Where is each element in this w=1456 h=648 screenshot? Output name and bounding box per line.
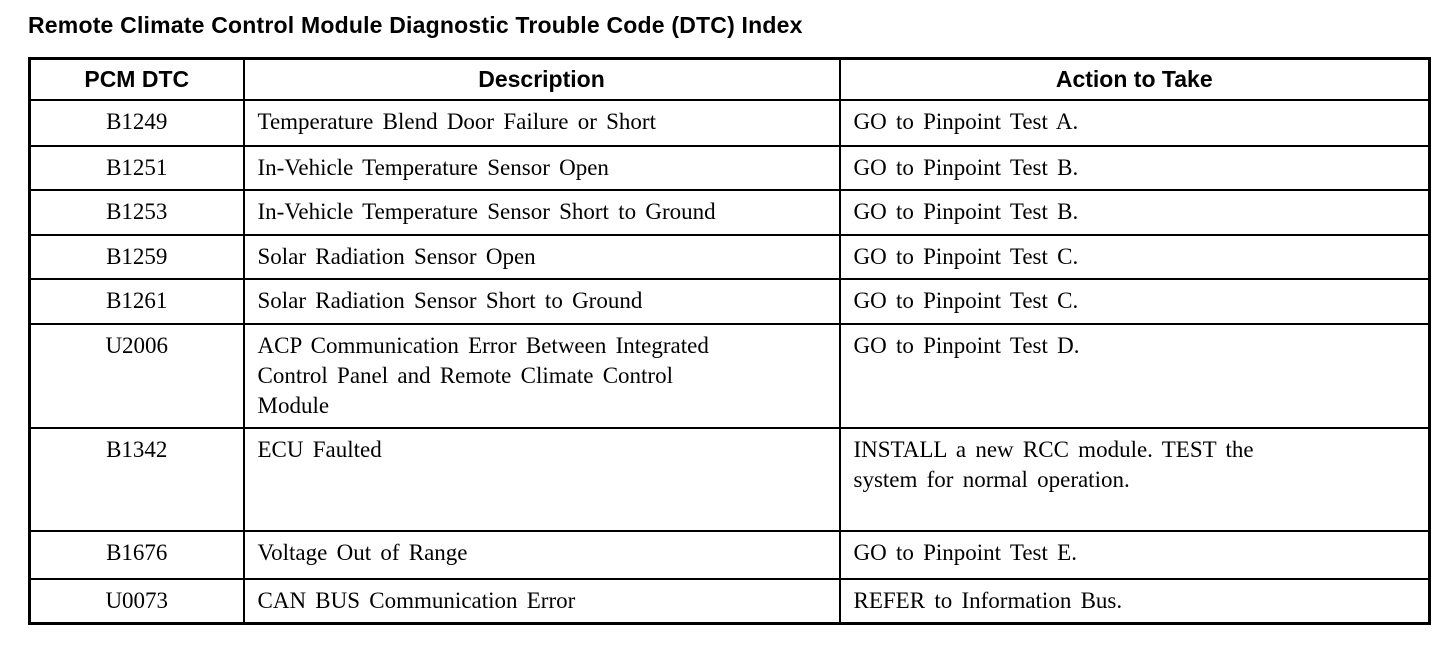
action-cell: GO to Pinpoint Test B. [838,144,1431,191]
table-row: B1676 Voltage Out of Range GO to Pinpoin… [28,529,1431,580]
table-row: B1342 ECU Faulted INSTALL a new RCC modu… [28,426,1431,532]
column-header-pcm-dtc: PCM DTC [28,57,245,101]
dtc-code-cell: B1253 [28,188,245,236]
description-cell: In-Vehicle Temperature Sensor Open [242,144,841,191]
table-row: U2006 ACP Communication Error Between In… [28,322,1431,429]
table-row: B1253 In-Vehicle Temperature Sensor Shor… [28,188,1431,236]
table-row: U0073 CAN BUS Communication Error REFER … [28,577,1431,625]
header-row: PCM DTC Description Action to Take [28,57,1431,101]
description-cell: Voltage Out of Range [242,529,841,580]
dtc-table-header: PCM DTC Description Action to Take [28,57,1431,101]
dtc-code-cell: B1261 [28,277,245,325]
dtc-code-cell: B1259 [28,233,245,280]
dtc-code-cell: B1676 [28,529,245,580]
description-cell: Solar Radiation Sensor Open [242,233,841,280]
column-header-action-to-take: Action to Take [838,57,1431,101]
column-header-description: Description [242,57,841,101]
table-row: B1261 Solar Radiation Sensor Short to Gr… [28,277,1431,325]
description-cell: ACP Communication Error Between Integrat… [242,322,841,429]
description-cell: ECU Faulted [242,426,841,532]
dtc-code-cell: U0073 [28,577,245,625]
description-cell: In-Vehicle Temperature Sensor Short to G… [242,188,841,236]
action-cell: GO to Pinpoint Test B. [838,188,1431,236]
description-cell: Solar Radiation Sensor Short to Ground [242,277,841,325]
table-row: B1251 In-Vehicle Temperature Sensor Open… [28,144,1431,191]
dtc-code-cell: U2006 [28,322,245,429]
dtc-table-body: B1249 Temperature Blend Door Failure or … [28,98,1431,625]
dtc-code-cell: B1342 [28,426,245,532]
dtc-code-cell: B1249 [28,98,245,147]
action-cell: INSTALL a new RCC module. TEST the syste… [838,426,1431,532]
dtc-table: PCM DTC Description Action to Take B1249… [28,57,1431,625]
description-cell: Temperature Blend Door Failure or Short [242,98,841,147]
description-cell: CAN BUS Communication Error [242,577,841,625]
table-row: B1249 Temperature Blend Door Failure or … [28,98,1431,147]
action-cell: GO to Pinpoint Test C. [838,277,1431,325]
action-cell: GO to Pinpoint Test D. [838,322,1431,429]
dtc-code-cell: B1251 [28,144,245,191]
page-title: Remote Climate Control Module Diagnostic… [28,12,803,38]
action-cell: GO to Pinpoint Test E. [838,529,1431,580]
table-row: B1259 Solar Radiation Sensor Open GO to … [28,233,1431,280]
action-cell: GO to Pinpoint Test C. [838,233,1431,280]
action-cell: GO to Pinpoint Test A. [838,98,1431,147]
action-cell: REFER to Information Bus. [838,577,1431,625]
document-page: Remote Climate Control Module Diagnostic… [28,12,1431,625]
